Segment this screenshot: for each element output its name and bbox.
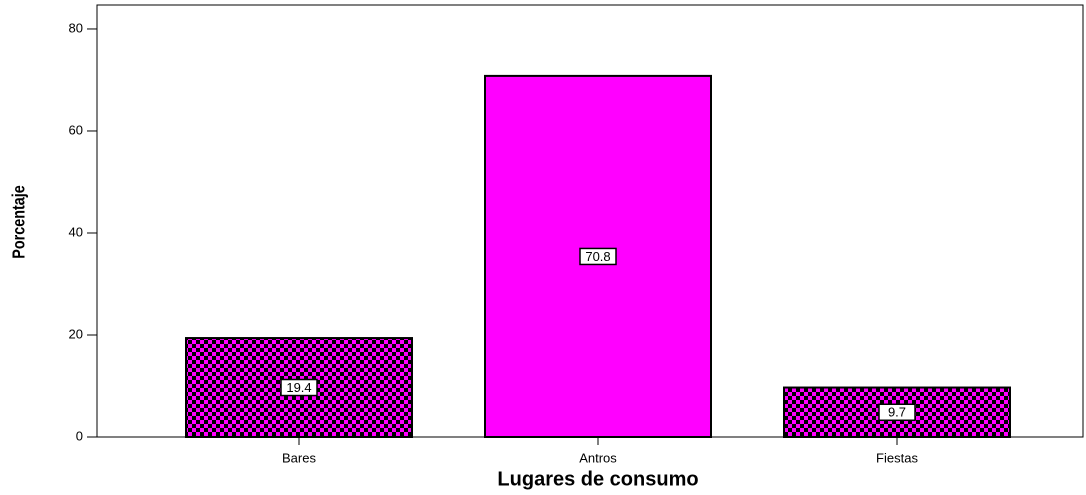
x-tick-label: Fiestas xyxy=(876,450,918,465)
y-tick-label: 0 xyxy=(76,428,83,443)
y-tick-label: 20 xyxy=(69,326,83,341)
x-tick-label: Bares xyxy=(282,450,316,465)
data-label: 9.7 xyxy=(888,405,906,420)
data-label-box xyxy=(878,403,916,422)
x-axis-title: Lugares de consumo xyxy=(497,468,698,490)
y-tick-label: 60 xyxy=(69,122,83,137)
y-tick-label: 40 xyxy=(69,224,83,239)
data-label-box xyxy=(280,378,318,397)
data-label: 70.8 xyxy=(585,249,610,264)
data-label: 19.4 xyxy=(286,380,311,395)
y-tick-label: 80 xyxy=(69,20,83,35)
y-axis-title: Porcentaje xyxy=(9,185,29,259)
x-tick-label: Antros xyxy=(579,450,617,465)
data-label-box xyxy=(579,247,617,266)
